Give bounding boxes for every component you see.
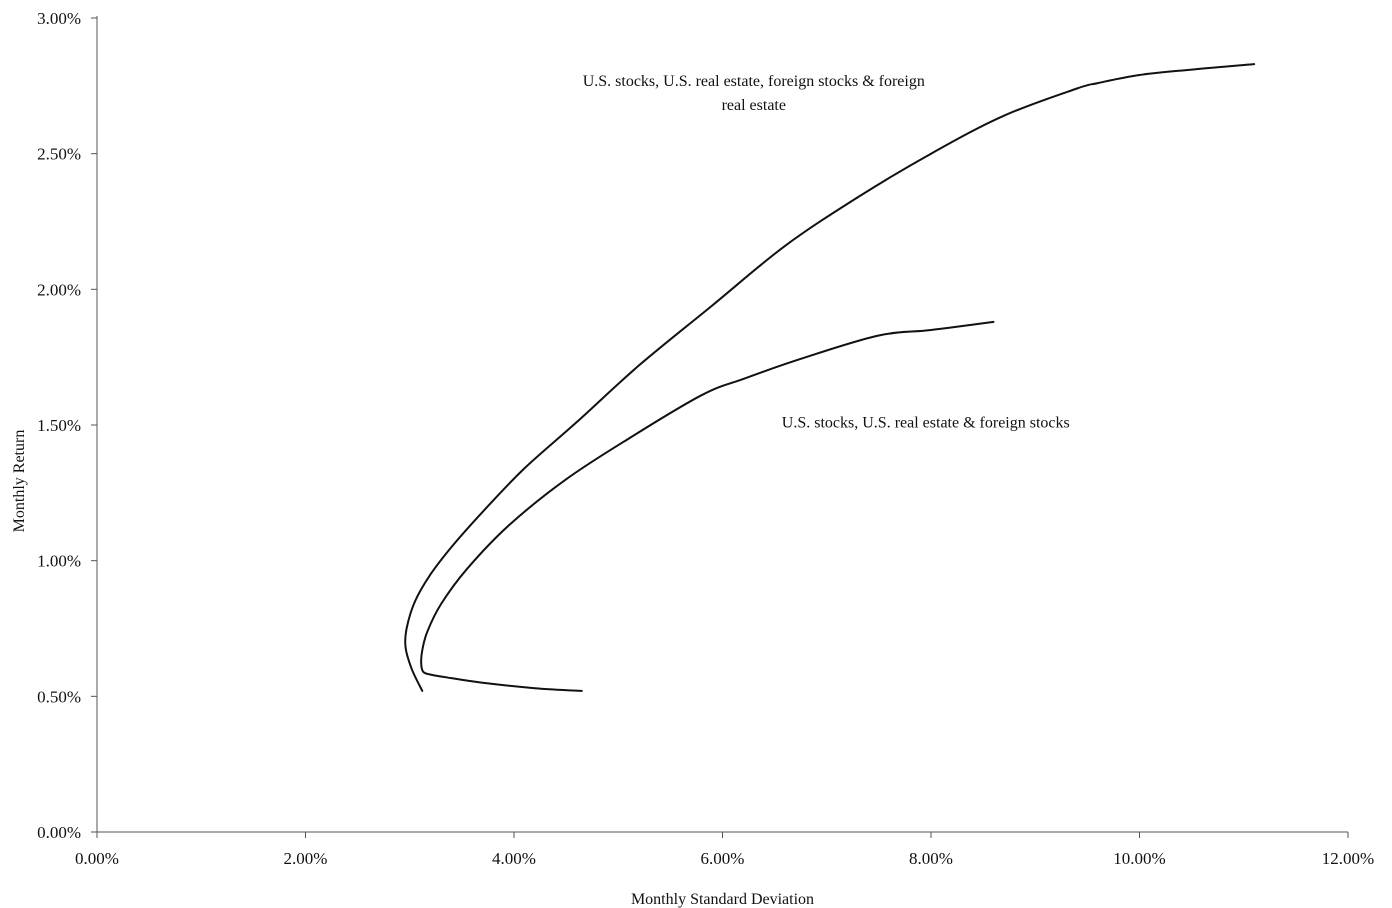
x-axis-title: Monthly Standard Deviation	[631, 891, 814, 908]
y-tick-label: 1.00%	[37, 552, 81, 571]
annotation-2: U.S. stocks, U.S. real estate & foreign …	[782, 415, 1070, 432]
x-tick-label: 8.00%	[909, 849, 953, 868]
annotations: U.S. stocks, U.S. real estate, foreign s…	[583, 73, 1070, 432]
y-axis-ticks: 0.00% 0.50% 1.00% 1.50% 2.00% 2.50% 3.00%	[37, 9, 97, 842]
y-tick-label: 3.00%	[37, 9, 81, 28]
series-layer	[404, 63, 1256, 692]
x-tick-label: 6.00%	[701, 849, 745, 868]
annotation-line: U.S. stocks, U.S. real estate & foreign …	[782, 415, 1070, 432]
series-line-2	[420, 320, 995, 692]
y-tick-label: 2.50%	[37, 145, 81, 164]
series-line-1	[404, 63, 1256, 692]
chart-axes	[96, 16, 1348, 833]
y-tick-label: 0.00%	[37, 823, 81, 842]
annotation-line: real estate	[722, 97, 786, 114]
y-axis-title: Monthly Return	[11, 430, 28, 533]
x-tick-label: 10.00%	[1113, 849, 1165, 868]
x-tick-label: 12.00%	[1322, 849, 1374, 868]
x-tick-label: 2.00%	[284, 849, 328, 868]
y-tick-label: 1.50%	[37, 416, 81, 435]
y-tick-label: 0.50%	[37, 687, 81, 706]
annotation-1: U.S. stocks, U.S. real estate, foreign s…	[583, 73, 925, 114]
x-tick-label: 4.00%	[492, 849, 536, 868]
annotation-line: U.S. stocks, U.S. real estate, foreign s…	[583, 73, 925, 90]
x-axis-ticks: 0.00% 2.00% 4.00% 6.00% 8.00% 10.00% 12.00%	[75, 832, 1374, 868]
x-tick-label: 0.00%	[75, 849, 119, 868]
y-tick-label: 2.00%	[37, 280, 81, 299]
